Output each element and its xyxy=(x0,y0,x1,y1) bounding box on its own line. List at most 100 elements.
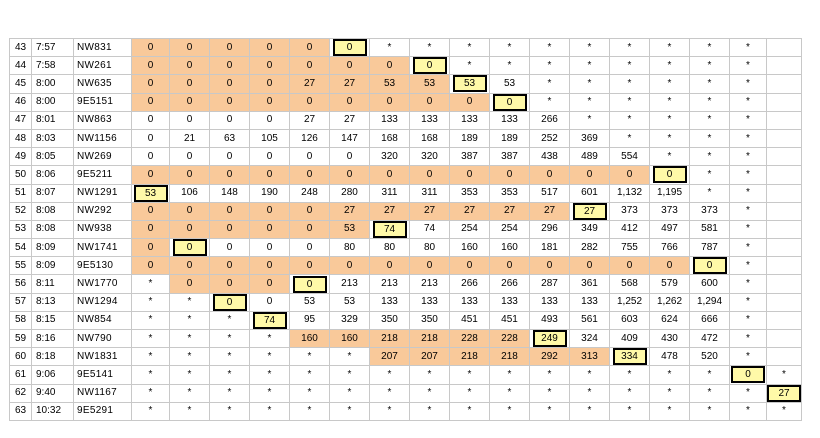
value-cell: * xyxy=(169,383,210,403)
value-cell: * xyxy=(449,56,490,76)
flight-cell: NW269 xyxy=(73,147,132,167)
value-cell: 147 xyxy=(329,128,370,149)
value-cell: 53 xyxy=(329,219,370,240)
value-cell: 228 xyxy=(489,328,530,349)
value-cell: * xyxy=(649,92,690,112)
row-number-cell: 61 xyxy=(9,365,32,385)
value-cell: 248 xyxy=(289,183,330,203)
table-row: 46 8:00 9E5151 0 0 0 0 0 0 0 0 0 0 * * * * * * xyxy=(9,92,802,112)
value-cell: 0 xyxy=(209,110,250,130)
value-cell: 266 xyxy=(489,274,530,294)
value-cell: 160 xyxy=(449,238,490,258)
flight-cell: NW1291 xyxy=(73,183,132,203)
value-cell: 0 xyxy=(169,165,210,185)
value-cell: 0 xyxy=(569,256,610,276)
value-cell: 27 xyxy=(449,201,490,221)
value-cell: 133 xyxy=(489,110,530,130)
value-cell: 412 xyxy=(609,219,650,240)
time-cell: 8:03 xyxy=(31,128,74,149)
value-cell: * xyxy=(329,347,370,367)
value-cell: 334 xyxy=(609,347,650,367)
value-cell: 0 xyxy=(209,256,250,276)
table-row: 52 8:08 NW292 0 0 0 0 0 27 27 27 27 27 27 27 373 373 373 * xyxy=(9,201,802,221)
value-cell: 53 xyxy=(131,183,170,203)
value-cell: 0 xyxy=(249,147,290,167)
value-cell: * xyxy=(369,401,410,421)
value-cell: 27 xyxy=(369,201,410,221)
value-cell: 160 xyxy=(489,238,530,258)
value-cell: 133 xyxy=(449,292,490,312)
value-cell xyxy=(766,128,802,149)
row-number-cell: 46 xyxy=(9,92,32,112)
value-cell: 1,195 xyxy=(649,183,690,203)
value-cell: 133 xyxy=(569,292,610,312)
value-cell: 0 xyxy=(249,219,290,240)
value-cell: * xyxy=(649,110,690,130)
flight-cell: NW1156 xyxy=(73,128,132,149)
boxed-value: 0 xyxy=(731,366,765,384)
value-cell: 0 xyxy=(329,147,370,167)
time-cell: 8:15 xyxy=(31,310,74,331)
value-cell: 0 xyxy=(329,37,370,58)
value-cell: 0 xyxy=(409,256,450,276)
value-cell: 80 xyxy=(369,238,410,258)
value-cell: 0 xyxy=(209,274,250,294)
value-cell: 0 xyxy=(249,37,290,58)
value-cell: 21 xyxy=(169,128,210,149)
value-cell: 0 xyxy=(289,219,330,240)
value-cell: * xyxy=(729,37,767,58)
value-cell xyxy=(766,147,802,167)
value-cell: 0 xyxy=(209,74,250,94)
table-row: 44 7:58 NW261 0 0 0 0 0 0 0 0 * * * * * * * * xyxy=(9,56,802,76)
value-cell: 207 xyxy=(409,347,450,367)
value-cell: * xyxy=(729,219,767,240)
value-cell: 80 xyxy=(329,238,370,258)
value-cell: * xyxy=(729,274,767,294)
flight-cell: NW292 xyxy=(73,201,132,221)
flight-cell: NW1294 xyxy=(73,292,132,312)
value-cell: * xyxy=(609,383,650,403)
value-cell: * xyxy=(569,92,610,112)
value-cell xyxy=(766,292,802,312)
row-number-cell: 43 xyxy=(9,37,32,58)
value-cell: * xyxy=(409,365,450,385)
value-cell: 472 xyxy=(689,328,730,349)
value-cell: * xyxy=(609,56,650,76)
data-grid: 43 7:57 NW831 0 0 0 0 0 0 * * * * * * * * * * 44 7:58 NW261 0 0… xyxy=(9,37,802,421)
value-cell: * xyxy=(449,37,490,58)
value-cell: 387 xyxy=(489,147,530,167)
time-cell: 10:32 xyxy=(31,401,74,421)
table-row: 62 9:40 NW1167 * * * * * * * * * * * * * * * * 27 xyxy=(9,383,802,403)
value-cell: 27 xyxy=(409,201,450,221)
value-cell xyxy=(766,74,802,94)
value-cell: * xyxy=(489,56,530,76)
value-cell: 0 xyxy=(169,74,210,94)
value-cell: 181 xyxy=(529,238,570,258)
value-cell: 0 xyxy=(131,110,170,130)
value-cell: 0 xyxy=(369,256,410,276)
value-cell: 218 xyxy=(489,347,530,367)
value-cell: 0 xyxy=(289,201,330,221)
time-cell: 8:18 xyxy=(31,347,74,367)
value-cell: 478 xyxy=(649,347,690,367)
time-cell: 8:00 xyxy=(31,92,74,112)
value-cell: 0 xyxy=(489,165,530,185)
value-cell: * xyxy=(209,328,250,349)
table-row: 49 8:05 NW269 0 0 0 0 0 0 320 320 387 387 438 489 554 * *… xyxy=(9,147,802,167)
value-cell: 0 xyxy=(249,238,290,258)
boxed-value: 334 xyxy=(612,348,647,365)
value-cell xyxy=(766,328,802,349)
value-cell: 0 xyxy=(529,256,570,276)
value-cell: 0 xyxy=(689,256,730,276)
value-cell: 311 xyxy=(409,183,450,203)
value-cell: 0 xyxy=(131,165,170,185)
row-number-cell: 44 xyxy=(9,56,32,76)
value-cell: 0 xyxy=(289,274,330,294)
value-cell: * xyxy=(289,365,330,385)
value-cell: 74 xyxy=(369,219,410,240)
value-cell: 292 xyxy=(529,347,570,367)
boxed-value: 27 xyxy=(767,385,801,402)
value-cell: * xyxy=(289,347,330,367)
value-cell: * xyxy=(649,56,690,76)
value-cell: 218 xyxy=(369,328,410,349)
